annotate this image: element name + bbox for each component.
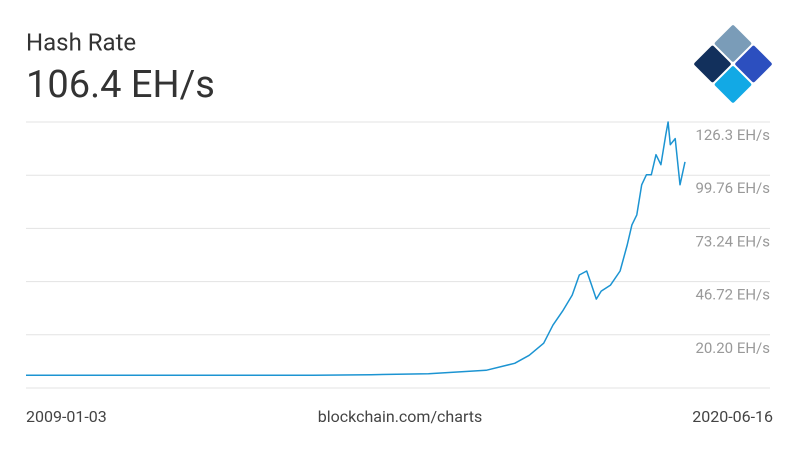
x-end-label: 2020-06-16: [692, 407, 773, 426]
y-tick-label: 20.20 EH/s: [695, 339, 770, 357]
y-tick-label: 126.3 EH/s: [695, 126, 770, 144]
current-value: 106.4 EH/s: [26, 63, 215, 107]
x-start-label: 2009-01-03: [26, 407, 107, 426]
logo: [694, 25, 772, 103]
y-tick-label: 73.24 EH/s: [695, 232, 770, 250]
line: [26, 121, 686, 377]
chart-title: Hash Rate: [26, 28, 136, 56]
y-tick-label: 46.72 EH/s: [695, 286, 770, 304]
y-tick-label: 99.76 EH/s: [695, 179, 770, 197]
source: blockchain.com/charts: [318, 407, 483, 426]
